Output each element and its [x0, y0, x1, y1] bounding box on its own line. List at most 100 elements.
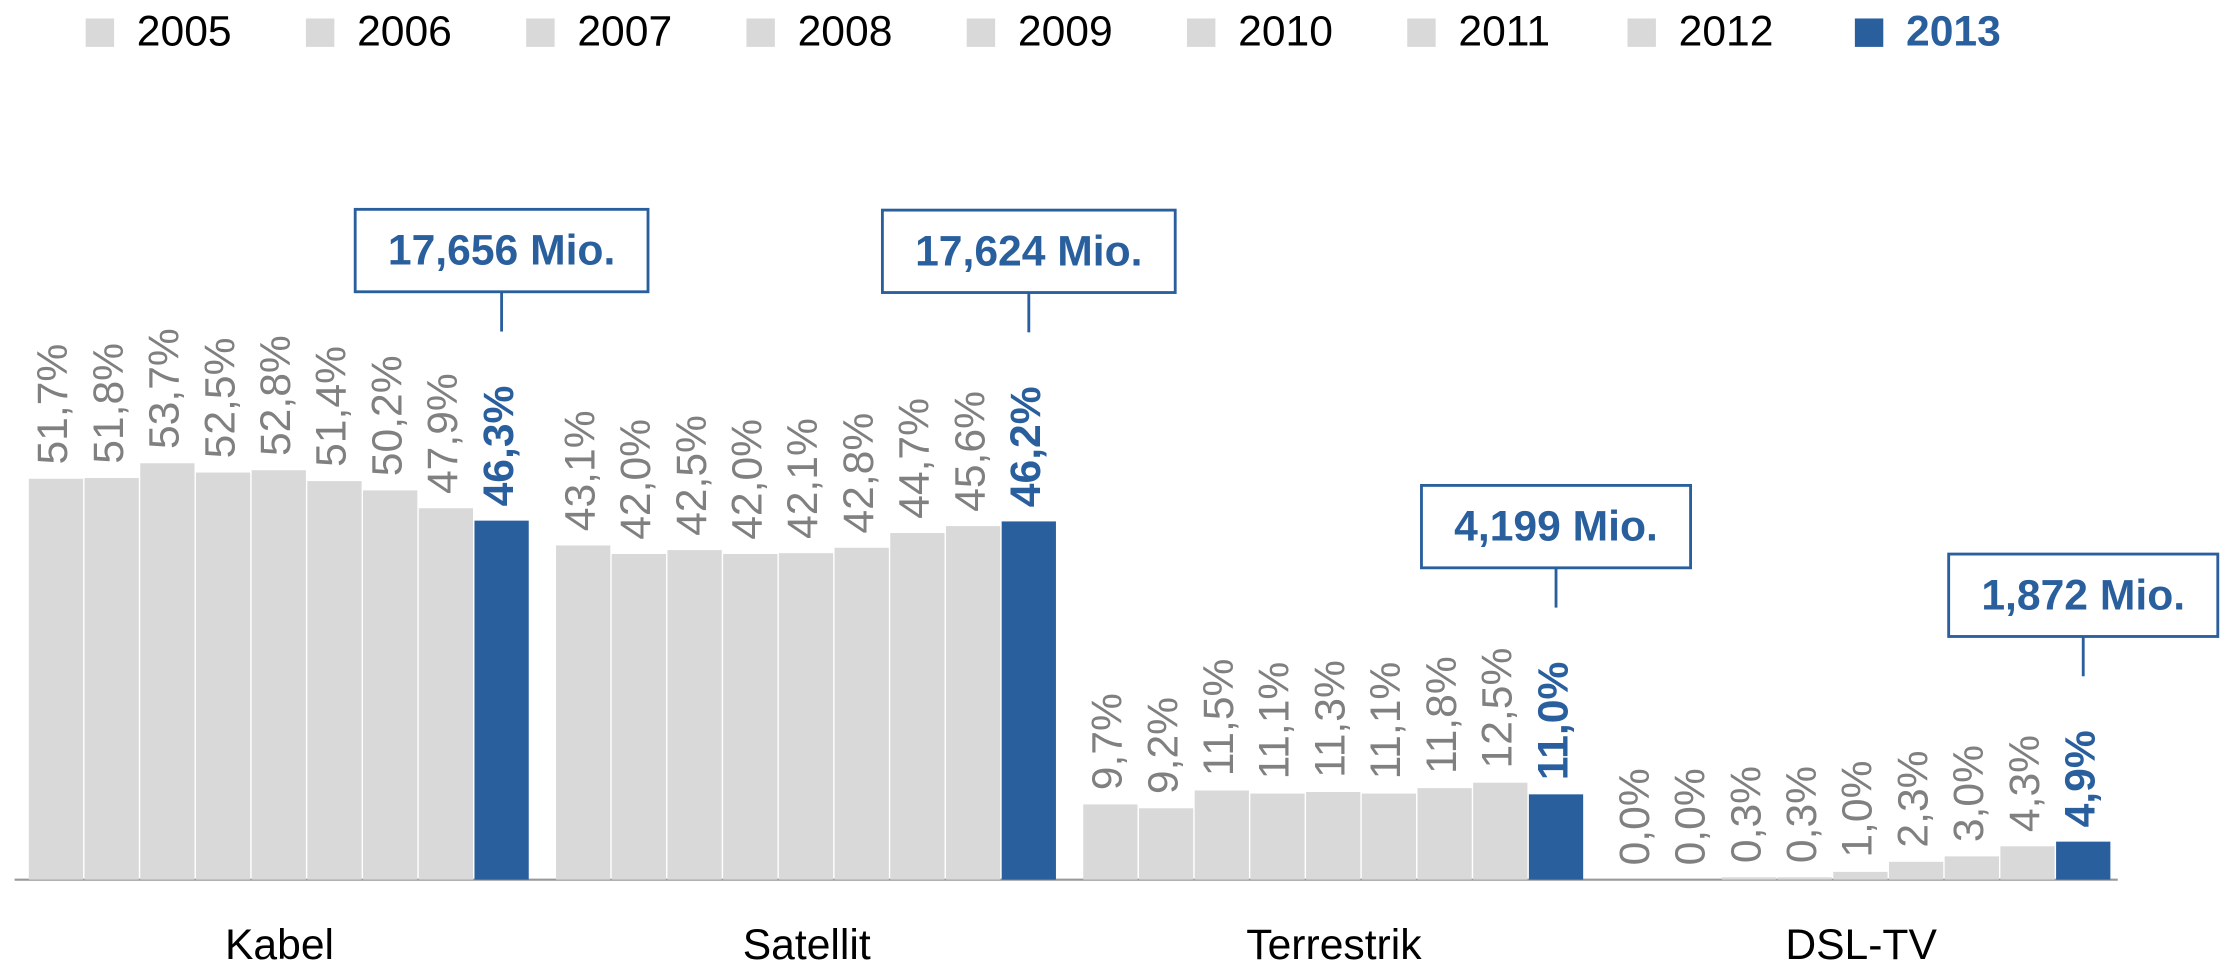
value-label: 9,2%: [1139, 697, 1187, 794]
bar: [195, 472, 251, 880]
value-label: 11,8%: [1418, 656, 1466, 774]
legend-label: 2008: [798, 7, 893, 55]
bar: [2000, 846, 2055, 880]
value-label: 50,2%: [363, 355, 411, 476]
bar: [1473, 782, 1528, 880]
callout-text: 17,624 Mio.: [915, 227, 1142, 275]
bar: [556, 545, 611, 880]
value-label: 2,3%: [1889, 750, 1937, 847]
value-label: 43,1%: [556, 410, 604, 531]
value-label: 0,0%: [1611, 768, 1659, 865]
bar: [1306, 792, 1361, 880]
bar: [834, 547, 889, 880]
bar: [84, 477, 139, 880]
value-label: 0,0%: [1667, 768, 1715, 865]
value-label: 42,1%: [779, 418, 827, 539]
bar: [474, 520, 529, 880]
value-label: 42,0%: [612, 419, 660, 540]
legend-swatch: [1854, 18, 1884, 47]
value-label: 0,3%: [1722, 766, 1770, 863]
callout-text: 17,656 Mio.: [388, 227, 615, 275]
value-label: 4,3%: [2001, 735, 2049, 832]
callout-box: [353, 207, 650, 294]
category-label: DSL-TV: [1785, 921, 1937, 969]
legend-swatch: [1627, 18, 1656, 47]
value-label: 46,2%: [1002, 386, 1050, 507]
value-label: 44,7%: [891, 398, 939, 519]
bar: [140, 463, 195, 880]
bar: [1721, 877, 1777, 880]
bar: [945, 526, 1001, 880]
value-label: 0,3%: [1778, 766, 1826, 863]
value-label: 11,1%: [1251, 662, 1299, 780]
category-label: Satellit: [743, 921, 871, 969]
legend-label: 2013: [1906, 7, 2001, 55]
bar: [418, 508, 474, 880]
category-label: Terrestrik: [1246, 921, 1422, 969]
callout-box: [880, 208, 1177, 294]
legend-label: 2012: [1679, 7, 1774, 55]
bar: [723, 553, 778, 880]
legend-swatch: [1186, 18, 1216, 47]
bar: [28, 478, 84, 880]
legend-swatch: [1407, 18, 1436, 47]
legend-label: 2010: [1238, 7, 1333, 55]
value-label: 11,5%: [1195, 659, 1243, 777]
value-label: 4,9%: [2056, 730, 2104, 827]
value-label: 42,8%: [835, 413, 883, 534]
value-label: 45,6%: [946, 391, 994, 512]
callout-box: [1420, 483, 1693, 570]
callout-box: [1947, 552, 2220, 638]
legend-swatch: [966, 18, 996, 47]
value-label: 11,1%: [1362, 662, 1410, 780]
value-label: 52,8%: [252, 335, 300, 456]
bar: [1528, 794, 1584, 880]
callout-text: 4,199 Mio.: [1454, 503, 1658, 551]
bar: [890, 533, 945, 880]
value-label: 12,5%: [1474, 648, 1522, 769]
value-label: 53,7%: [141, 328, 189, 449]
legend-swatch: [305, 18, 335, 47]
bar: [667, 550, 722, 880]
value-label: 3,0%: [1945, 745, 1993, 842]
legend-label: 2006: [357, 7, 452, 55]
bar: [1944, 856, 1999, 880]
value-label: 11,0%: [1529, 662, 1577, 781]
bar: [611, 553, 667, 880]
legend-label: 2011: [1458, 7, 1550, 55]
bar: [1194, 790, 1249, 880]
bar: [1833, 871, 1888, 880]
bar: [1083, 804, 1138, 880]
value-label: 1,0%: [1834, 761, 1882, 858]
category-label: Kabel: [225, 921, 334, 969]
bar: [1001, 521, 1056, 880]
legend-swatch: [85, 18, 115, 47]
legend-swatch: [746, 18, 775, 47]
legend-label: 2009: [1018, 7, 1113, 55]
value-label: 42,0%: [724, 419, 772, 540]
bar: [307, 481, 362, 880]
bar: [1417, 788, 1472, 880]
callout-text: 1,872 Mio.: [1981, 571, 2185, 619]
value-label: 42,5%: [668, 415, 716, 536]
legend-swatch: [526, 18, 555, 47]
legend-label: 2005: [137, 7, 232, 55]
bar: [2056, 841, 2111, 880]
bar: [1777, 877, 1832, 880]
value-label: 47,9%: [419, 373, 467, 494]
bar: [1361, 793, 1417, 880]
value-label: 9,7%: [1084, 693, 1132, 790]
value-label: 51,4%: [308, 346, 356, 467]
value-label: 51,8%: [85, 343, 133, 464]
value-label: 11,3%: [1306, 660, 1354, 778]
bar: [1888, 861, 1944, 880]
bar: [363, 490, 418, 880]
bar: [1250, 793, 1305, 880]
value-label: 51,7%: [29, 344, 77, 465]
value-label: 52,5%: [196, 337, 244, 458]
bar: [1138, 808, 1194, 880]
legend-label: 2007: [577, 7, 672, 55]
bar: [251, 470, 306, 880]
value-label: 46,3%: [475, 386, 523, 507]
